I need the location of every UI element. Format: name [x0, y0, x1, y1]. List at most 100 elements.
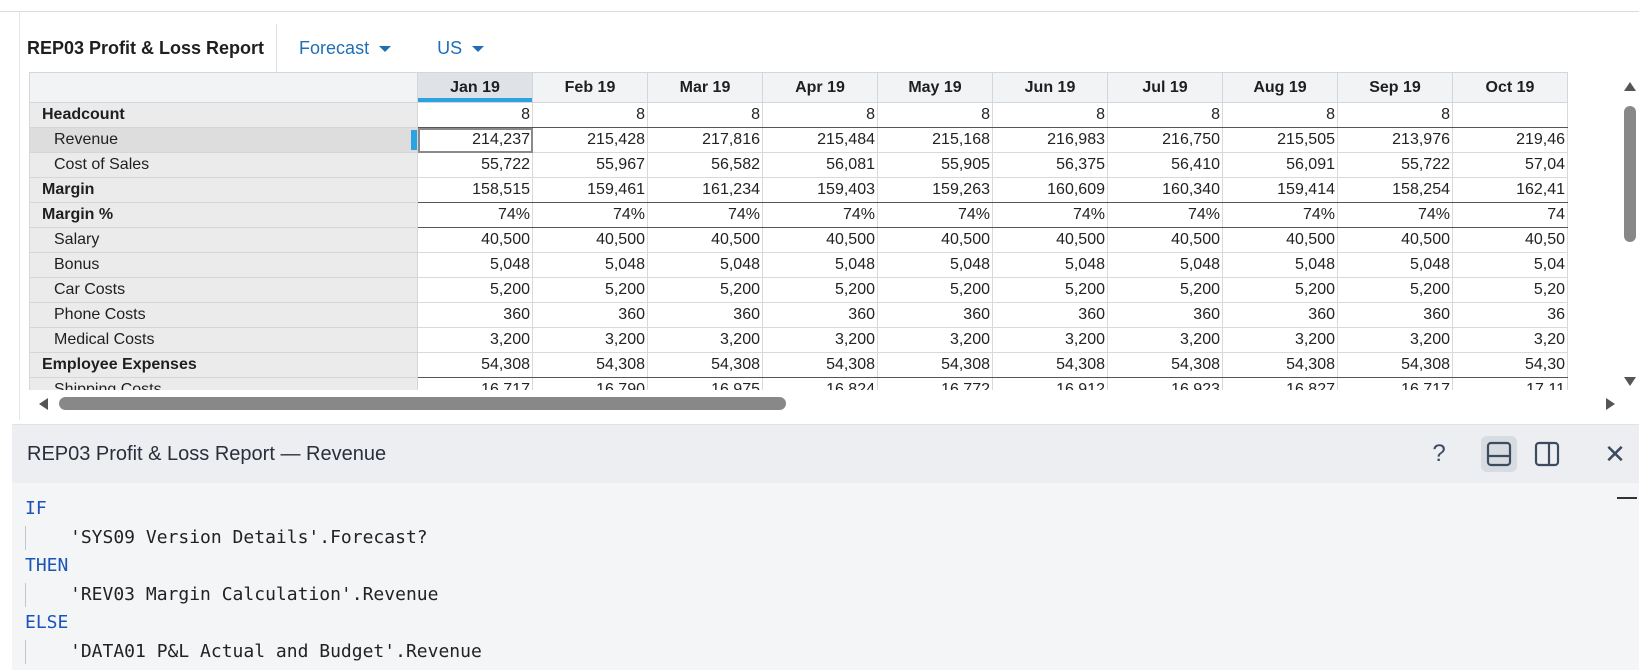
- column-header[interactable]: Aug 19: [1222, 72, 1338, 103]
- grid-cell[interactable]: 215,428: [532, 127, 648, 153]
- grid-cell[interactable]: 5,200: [417, 277, 533, 303]
- column-header[interactable]: Feb 19: [532, 72, 648, 103]
- grid-cell[interactable]: 74%: [762, 202, 878, 228]
- column-header[interactable]: Jul 19: [1107, 72, 1223, 103]
- grid-cell[interactable]: 158,254: [1337, 177, 1453, 203]
- grid-cell[interactable]: 3,200: [647, 327, 763, 353]
- grid-cell[interactable]: 55,967: [532, 152, 648, 178]
- row-label[interactable]: Car Costs: [29, 277, 418, 303]
- row-label[interactable]: Bonus: [29, 252, 418, 278]
- grid-cell[interactable]: 74%: [1222, 202, 1338, 228]
- grid-cell[interactable]: 8: [1222, 102, 1338, 128]
- grid-cell[interactable]: 219,46: [1452, 127, 1568, 153]
- grid-cell[interactable]: 40,500: [1222, 227, 1338, 253]
- grid-cell[interactable]: 5,200: [1107, 277, 1223, 303]
- grid-cell[interactable]: 54,308: [647, 352, 763, 378]
- row-label[interactable]: Cost of Sales: [29, 152, 418, 178]
- grid-cell[interactable]: 159,263: [877, 177, 993, 203]
- grid-cell[interactable]: 54,30: [1452, 352, 1568, 378]
- row-label[interactable]: Margin: [29, 177, 418, 203]
- grid-cell[interactable]: 5,200: [992, 277, 1108, 303]
- grid-cell[interactable]: 3,200: [762, 327, 878, 353]
- grid-cell[interactable]: 74%: [992, 202, 1108, 228]
- grid-cell[interactable]: 8: [1337, 102, 1453, 128]
- grid-cell[interactable]: 40,500: [532, 227, 648, 253]
- grid-cell[interactable]: 5,048: [762, 252, 878, 278]
- grid-cell[interactable]: 214,237: [417, 127, 533, 153]
- grid-cell[interactable]: 8: [877, 102, 993, 128]
- formula-expression[interactable]: 'SYS09 Version Details'.Forecast?: [25, 524, 1639, 553]
- grid-cell[interactable]: 159,461: [532, 177, 648, 203]
- grid-cell[interactable]: 5,048: [532, 252, 648, 278]
- grid-cell[interactable]: 5,20: [1452, 277, 1568, 303]
- grid-cell[interactable]: 5,048: [877, 252, 993, 278]
- grid-cell[interactable]: 74%: [1337, 202, 1453, 228]
- grid-cell[interactable]: 16,827: [1222, 377, 1338, 390]
- grid-cell[interactable]: 216,983: [992, 127, 1108, 153]
- grid-cell[interactable]: 56,375: [992, 152, 1108, 178]
- row-label[interactable]: Salary: [29, 227, 418, 253]
- grid-cell[interactable]: 8: [532, 102, 648, 128]
- grid-cell[interactable]: 74: [1452, 202, 1568, 228]
- grid-cell[interactable]: 5,048: [1337, 252, 1453, 278]
- grid-cell[interactable]: 213,976: [1337, 127, 1453, 153]
- grid-cell[interactable]: 215,168: [877, 127, 993, 153]
- grid-vertical-scrollbar[interactable]: [1621, 72, 1639, 390]
- grid-cell[interactable]: 17,11: [1452, 377, 1568, 390]
- formula-editor[interactable]: IF 'SYS09 Version Details'.Forecast? THEN '…: [12, 483, 1639, 666]
- grid-cell[interactable]: 40,500: [877, 227, 993, 253]
- grid-cell[interactable]: 8: [1107, 102, 1223, 128]
- grid-cell[interactable]: 16,772: [877, 377, 993, 390]
- dock-bottom-button[interactable]: [1481, 436, 1517, 472]
- scroll-up-icon[interactable]: [1624, 82, 1636, 91]
- grid-cell[interactable]: 55,905: [877, 152, 993, 178]
- grid-cell[interactable]: 5,200: [762, 277, 878, 303]
- formula-keyword[interactable]: THEN: [25, 555, 69, 576]
- grid-cell[interactable]: 16,824: [762, 377, 878, 390]
- column-header[interactable]: Apr 19: [762, 72, 878, 103]
- column-header[interactable]: Mar 19: [647, 72, 763, 103]
- grid-cell[interactable]: 360: [1337, 302, 1453, 328]
- grid-cell[interactable]: 159,403: [762, 177, 878, 203]
- grid-cell[interactable]: 360: [1107, 302, 1223, 328]
- grid-cell[interactable]: 5,200: [1337, 277, 1453, 303]
- grid-cell[interactable]: 16,717: [1337, 377, 1453, 390]
- grid-cell[interactable]: 158,515: [417, 177, 533, 203]
- grid-cell[interactable]: 5,048: [1222, 252, 1338, 278]
- column-header[interactable]: Jan 19: [417, 72, 533, 103]
- grid-cell[interactable]: 3,200: [532, 327, 648, 353]
- grid-cell[interactable]: 54,308: [1337, 352, 1453, 378]
- grid-cell[interactable]: 56,582: [647, 152, 763, 178]
- scroll-down-icon[interactable]: [1624, 377, 1636, 386]
- grid-cell[interactable]: 3,200: [1107, 327, 1223, 353]
- grid-cell[interactable]: 360: [417, 302, 533, 328]
- grid-cell[interactable]: 54,308: [532, 352, 648, 378]
- close-icon[interactable]: ✕: [1604, 438, 1626, 469]
- grid-cell[interactable]: 3,200: [1222, 327, 1338, 353]
- grid-cell[interactable]: 5,200: [877, 277, 993, 303]
- grid-cell[interactable]: 8: [647, 102, 763, 128]
- row-label[interactable]: Medical Costs: [29, 327, 418, 353]
- grid-cell[interactable]: 54,308: [417, 352, 533, 378]
- grid-cell[interactable]: 360: [532, 302, 648, 328]
- grid-cell[interactable]: 5,048: [417, 252, 533, 278]
- horizontal-scroll-thumb[interactable]: [59, 397, 786, 410]
- grid-cell[interactable]: 40,500: [1107, 227, 1223, 253]
- grid-cell[interactable]: 16,923: [1107, 377, 1223, 390]
- grid-horizontal-scrollbar[interactable]: [29, 394, 1621, 414]
- grid-cell[interactable]: 3,200: [417, 327, 533, 353]
- grid-cell[interactable]: 3,20: [1452, 327, 1568, 353]
- row-label[interactable]: Revenue: [29, 127, 418, 153]
- grid-cell[interactable]: 8: [417, 102, 533, 128]
- grid-cell[interactable]: [1452, 102, 1568, 128]
- grid-cell[interactable]: 16,975: [647, 377, 763, 390]
- formula-expression[interactable]: 'REV03 Margin Calculation'.Revenue: [25, 581, 1639, 610]
- formula-keyword[interactable]: IF: [25, 498, 47, 519]
- formula-expression[interactable]: 'DATA01 P&L Actual and Budget'.Revenue: [25, 638, 1639, 667]
- grid-cell[interactable]: 5,200: [647, 277, 763, 303]
- grid-cell[interactable]: 5,200: [1222, 277, 1338, 303]
- grid-cell[interactable]: 16,912: [992, 377, 1108, 390]
- formula-keyword[interactable]: ELSE: [25, 612, 69, 633]
- grid-cell[interactable]: 57,04: [1452, 152, 1568, 178]
- column-header[interactable]: Jun 19: [992, 72, 1108, 103]
